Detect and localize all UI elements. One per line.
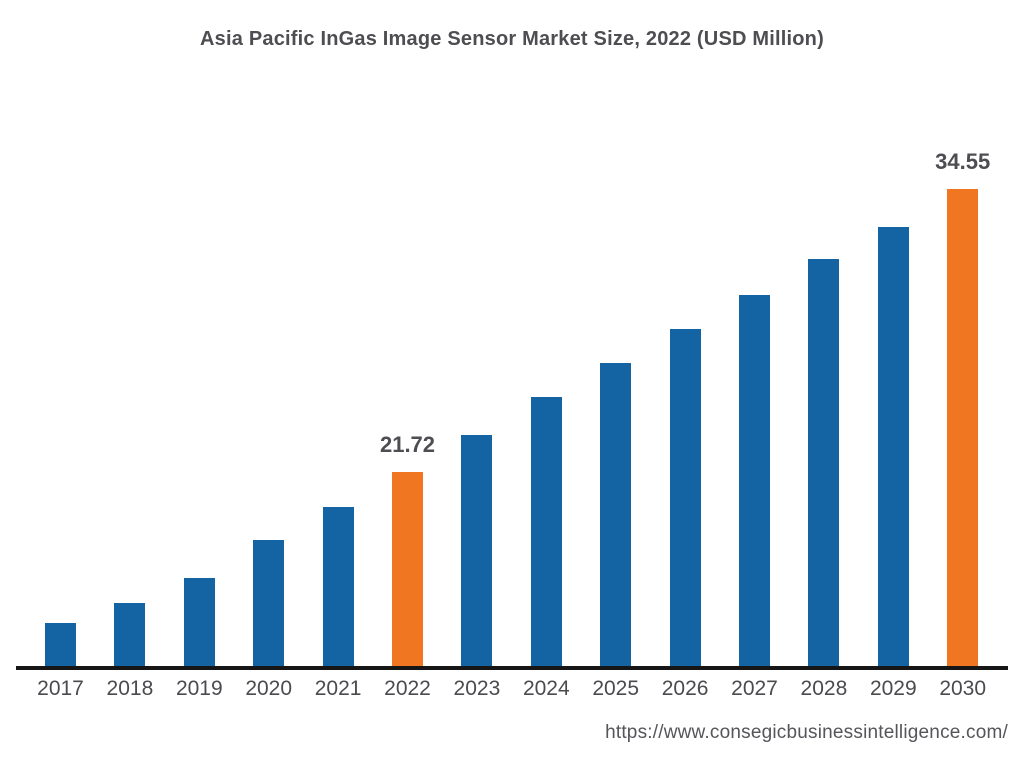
bar-2028 [808,259,840,666]
x-tick-2026: 2026 [661,677,709,700]
bar-2019 [183,578,215,666]
bar-2024 [530,397,562,666]
x-tick-2022: 2022 [384,677,431,700]
x-tick-2018: 2018 [106,677,154,700]
bar-2022 [392,472,423,666]
bar-2029 [877,227,909,666]
x-tick-2027: 2027 [731,677,778,700]
x-tick-2021: 2021 [314,677,362,700]
x-tick-2017: 2017 [37,677,84,700]
x-axis-line [16,666,1008,670]
bar-2018 [114,603,146,666]
bar-2025 [600,363,632,666]
bar-2020 [253,540,285,666]
bar-2026 [669,329,701,666]
x-tick-2025: 2025 [592,677,640,700]
x-tick-2024: 2024 [522,677,570,700]
value-label-2030: 34.55 [935,149,991,174]
x-tick-2030: 2030 [939,677,987,700]
x-tick-2028: 2028 [800,677,848,700]
bar-2023 [461,435,493,666]
x-tick-2023: 2023 [453,677,501,700]
x-tick-2019: 2019 [175,677,223,700]
bar-2030 [947,189,979,666]
value-label-2022: 21.72 [379,432,436,457]
x-tick-2029: 2029 [869,677,917,700]
bar-2021 [322,507,354,666]
chart-title: Asia Pacific InGas Image Sensor Market S… [200,28,824,50]
source-url: https://www.consegicbusinessintelligence… [605,722,1008,743]
bar-2027 [739,295,770,666]
x-tick-2020: 2020 [245,677,293,700]
bar-2017 [45,623,76,666]
